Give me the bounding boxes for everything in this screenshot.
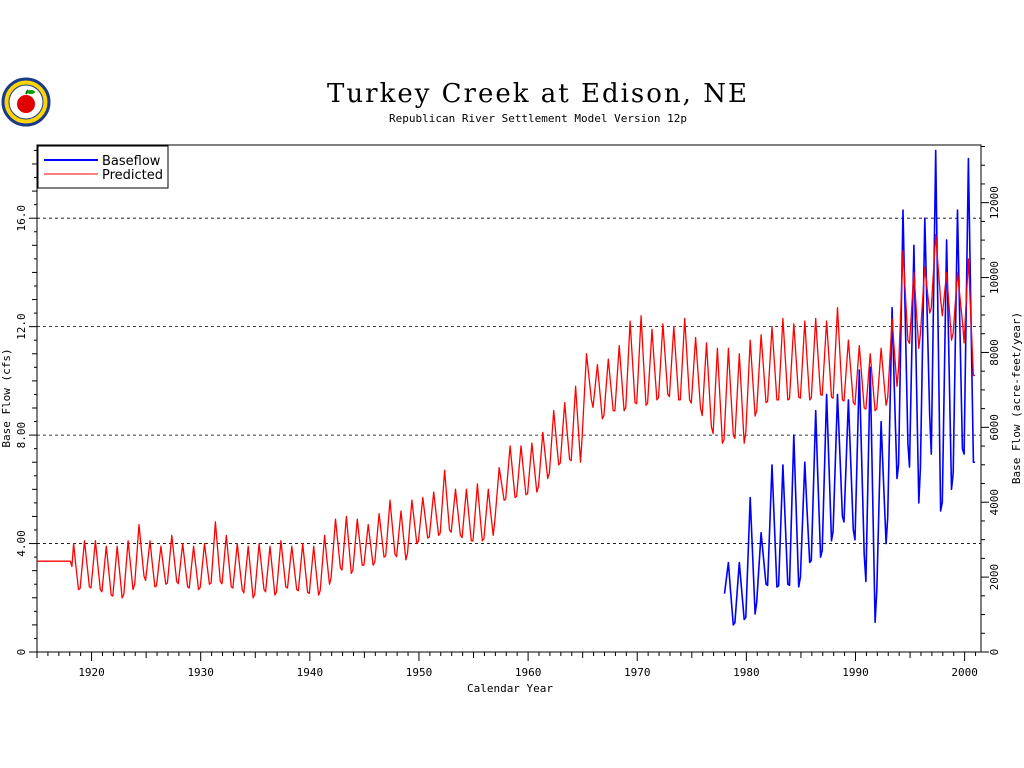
y-tick-label: 0 — [15, 649, 28, 656]
x-tick-label: 1930 — [187, 666, 214, 679]
y-tick-label: 8.00 — [15, 422, 28, 449]
y-right-tick-label: 4000 — [988, 489, 1001, 516]
y-axis-right-label: Base Flow (acre-feet/year) — [1010, 312, 1023, 484]
x-tick-label: 1960 — [515, 666, 542, 679]
y-right-tick-label: 6000 — [988, 414, 1001, 441]
apple-icon — [17, 95, 35, 113]
y-tick-label: 16.0 — [15, 205, 28, 232]
x-tick-label: 2000 — [951, 666, 978, 679]
legend-box — [37, 145, 169, 189]
y-axis-label: Base Flow (cfs) — [0, 348, 13, 447]
chart-subtitle: Republican River Settlement Model Versio… — [389, 112, 687, 125]
series-line-baseflow — [723, 149, 975, 626]
x-tick-label: 1970 — [624, 666, 651, 679]
y-tick-label: 4.00 — [15, 530, 28, 557]
y-right-tick-label: 0 — [988, 649, 1001, 656]
y-axis-right: 0 2000 4000 6000 8000 10000 12000 — [981, 145, 1001, 656]
x-tick-label: 1980 — [733, 666, 760, 679]
y-right-tick-label: 12000 — [988, 186, 1001, 219]
y-right-tick-label: 8000 — [988, 339, 1001, 366]
legend: Baseflow Predicted — [37, 145, 169, 189]
x-tick-label: 1920 — [78, 666, 105, 679]
y-axis-left: 0 4.00 8.00 12.0 16.0 — [15, 149, 37, 656]
x-tick-label: 1940 — [297, 666, 324, 679]
logo-seal — [1, 77, 51, 127]
plot-area: 1920 1930 1940 1950 1960 1970 1980 1990 2000 0 4.… — [15, 144, 1001, 679]
legend-label-predicted: Predicted — [102, 168, 163, 183]
series-line-predicted — [37, 233, 975, 599]
y-right-tick-label: 10000 — [988, 261, 1001, 294]
y-right-tick-label: 2000 — [988, 564, 1001, 591]
legend-label-baseflow: Baseflow — [102, 154, 161, 169]
plot-frame — [36, 144, 982, 653]
x-tick-label: 1950 — [406, 666, 433, 679]
series-layer — [37, 149, 975, 626]
chart-title: Turkey Creek at Edison, NE — [327, 79, 749, 109]
gridlines — [37, 217, 981, 544]
x-axis-label: Calendar Year — [467, 682, 553, 695]
x-axis: 1920 1930 1940 1950 1960 1970 1980 1990 2000 — [36, 652, 978, 679]
y-tick-label: 12.0 — [15, 313, 28, 340]
x-tick-label: 1990 — [842, 666, 869, 679]
